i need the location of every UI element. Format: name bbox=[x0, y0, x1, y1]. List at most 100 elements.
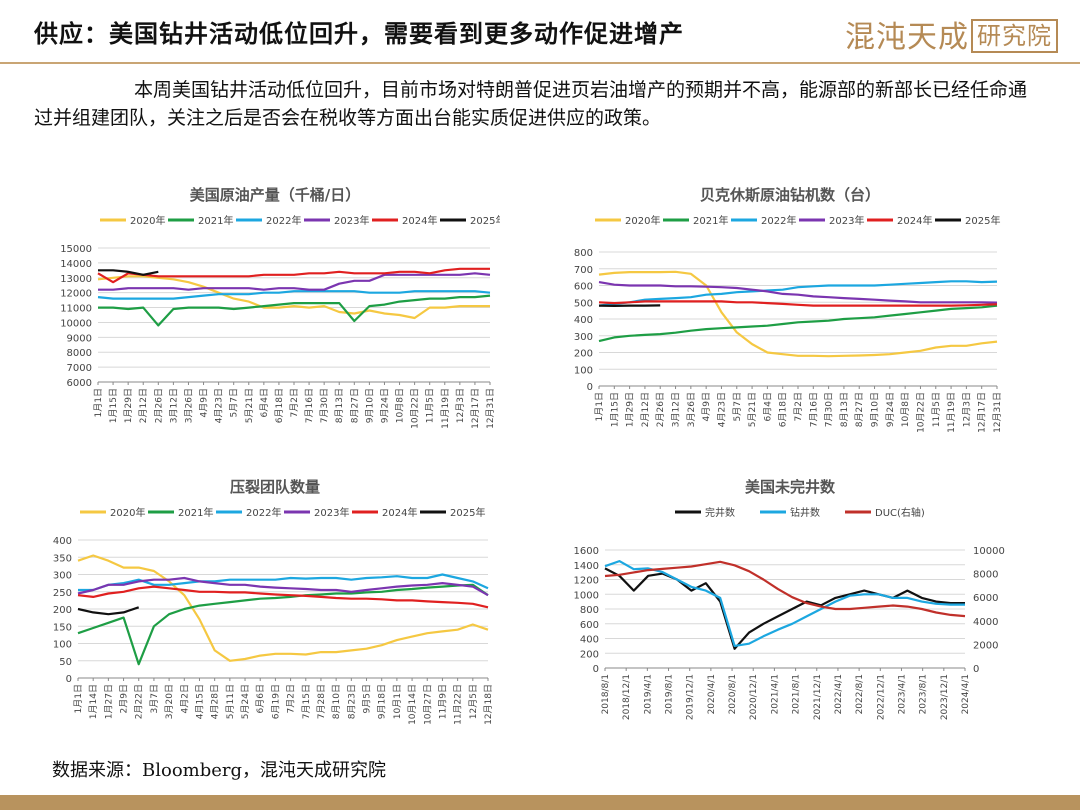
y-tick-label: 8000 bbox=[67, 348, 92, 359]
y-tick-label: 200 bbox=[53, 605, 72, 616]
y2-tick-label: 2000 bbox=[973, 640, 998, 651]
x-tick-label: 7月2日 bbox=[793, 392, 804, 421]
y-tick-label: 600 bbox=[574, 282, 593, 293]
x-tick-label: 1月29日 bbox=[625, 392, 636, 427]
y-tick-label: 400 bbox=[580, 635, 599, 646]
x-tick-label: 8月27日 bbox=[854, 392, 865, 427]
x-tick-label: 2020/4/1 bbox=[707, 674, 717, 714]
x-tick-label: 5月7日 bbox=[732, 392, 743, 421]
x-tick-label: 2020/8/1 bbox=[728, 674, 738, 714]
y-tick-label: 12000 bbox=[60, 289, 92, 300]
x-tick-label: 10月1日 bbox=[392, 684, 403, 719]
legend-label: 2022年 bbox=[266, 214, 301, 227]
y-tick-label: 13000 bbox=[60, 274, 92, 285]
legend-label: 2020年 bbox=[110, 506, 145, 519]
series-line bbox=[598, 281, 998, 304]
series-line bbox=[598, 270, 998, 358]
y-tick-label: 15000 bbox=[60, 244, 92, 255]
legend-label: 2020年 bbox=[625, 214, 660, 227]
chart-title: 压裂团队数量 bbox=[230, 478, 320, 496]
legend-label: 2021年 bbox=[178, 506, 213, 519]
series-line bbox=[97, 275, 490, 320]
x-tick-label: 2019/12/1 bbox=[686, 674, 696, 720]
y2-tick-label: 10000 bbox=[973, 546, 1005, 557]
x-tick-label: 3月26日 bbox=[183, 388, 194, 423]
legend-label: 2024年 bbox=[382, 506, 417, 519]
x-tick-label: 3月20日 bbox=[164, 684, 175, 719]
x-tick-label: 1月15日 bbox=[108, 388, 119, 423]
x-tick-label: 2022/4/1 bbox=[834, 674, 844, 714]
legend-label: 2025年 bbox=[470, 214, 500, 227]
x-tick-label: 8月13日 bbox=[334, 388, 345, 423]
series-line bbox=[97, 267, 490, 284]
x-tick-label: 2022/8/1 bbox=[855, 674, 865, 714]
series-line bbox=[598, 280, 998, 307]
x-tick-label: 2021/4/1 bbox=[770, 674, 780, 714]
x-tick-label: 8月13日 bbox=[839, 392, 850, 427]
x-tick-label: 7月30日 bbox=[824, 392, 835, 427]
y-tick-label: 300 bbox=[574, 332, 593, 343]
x-tick-label: 9月10日 bbox=[364, 388, 375, 423]
y-tick-label: 600 bbox=[580, 620, 599, 631]
x-tick-label: 1月1日 bbox=[73, 684, 84, 713]
x-tick-label: 7月28日 bbox=[316, 684, 327, 719]
y2-tick-label: 6000 bbox=[973, 593, 998, 604]
chart-title: 美国原油产量（千桶/日） bbox=[190, 186, 360, 204]
intro-text: 本周美国钻井活动低位回升，目前市场对特朗普促进页岩油增产的预期并不高，能源部的新… bbox=[34, 79, 1028, 129]
y-tick-label: 0 bbox=[593, 664, 599, 675]
x-tick-label: 8月27日 bbox=[349, 388, 360, 423]
x-tick-label: 3月12日 bbox=[168, 388, 179, 423]
legend-label: 2023年 bbox=[314, 506, 349, 519]
series-line bbox=[78, 573, 489, 592]
legend-label: 2023年 bbox=[334, 214, 369, 227]
y-tick-label: 300 bbox=[53, 571, 72, 582]
y-tick-label: 9000 bbox=[67, 333, 92, 344]
series-line bbox=[77, 606, 140, 616]
logo-box: 研究院 bbox=[971, 19, 1058, 53]
y-tick-label: 400 bbox=[53, 536, 72, 547]
x-tick-label: 9月24日 bbox=[379, 388, 390, 423]
x-tick-label: 2020/12/1 bbox=[749, 674, 759, 720]
y-tick-label: 1000 bbox=[574, 590, 599, 601]
x-tick-label: 5月7日 bbox=[229, 388, 240, 417]
x-tick-label: 3月7日 bbox=[149, 684, 160, 713]
chart-baker-hughes-rig-count: 贝克休斯原油钻机数（台） 2020年 2021年 2022年 2023年 2024年 202… bbox=[565, 180, 1015, 450]
x-tick-label: 3月26日 bbox=[686, 392, 697, 427]
x-tick-label: 1月1日 bbox=[594, 392, 605, 421]
y-tick-label: 700 bbox=[574, 265, 593, 276]
x-tick-label: 7月16日 bbox=[808, 392, 819, 427]
x-tick-label: 4月23日 bbox=[214, 388, 225, 423]
x-tick-label: 2023/4/1 bbox=[897, 674, 907, 714]
x-tick-label: 10月22日 bbox=[410, 388, 421, 429]
x-tick-label: 4月23日 bbox=[716, 392, 727, 427]
y-tick-label: 1400 bbox=[574, 561, 599, 572]
series-line bbox=[97, 290, 491, 300]
series-line bbox=[98, 269, 159, 276]
y-tick-label: 11000 bbox=[60, 304, 92, 315]
x-tick-label: 10月8日 bbox=[900, 392, 911, 427]
x-tick-label: 11月9日 bbox=[437, 684, 448, 719]
x-tick-label: 2022/12/1 bbox=[876, 674, 886, 720]
x-tick-label: 2月9日 bbox=[119, 684, 130, 713]
x-tick-label: 4月9日 bbox=[199, 388, 210, 417]
y-tick-label: 800 bbox=[574, 248, 593, 259]
legend-label: 2022年 bbox=[246, 506, 281, 519]
x-tick-label: 12月17日 bbox=[977, 392, 988, 433]
y-tick-label: 14000 bbox=[60, 259, 92, 270]
chart-title: 美国未完井数 bbox=[745, 478, 836, 496]
x-tick-label: 11月19日 bbox=[946, 392, 957, 433]
x-tick-label: 10月14日 bbox=[407, 684, 418, 725]
x-tick-label: 1月15日 bbox=[609, 392, 620, 427]
legend-label: 2023年 bbox=[829, 214, 864, 227]
x-tick-label: 7月15日 bbox=[301, 684, 312, 719]
y-tick-label: 1600 bbox=[574, 546, 599, 557]
logo: 混沌天成 研究院 bbox=[845, 12, 1058, 56]
x-tick-label: 2月12日 bbox=[138, 388, 149, 423]
x-tick-label: 6月18日 bbox=[778, 392, 789, 427]
x-tick-label: 10月8日 bbox=[395, 388, 406, 423]
x-tick-label: 11月5日 bbox=[425, 388, 436, 423]
x-tick-label: 2021/8/1 bbox=[792, 674, 802, 714]
x-tick-label: 11月22日 bbox=[453, 684, 464, 725]
chart-frac-spread-count: 压裂团队数量 2020年 2021年 2022年 2023年 2024年 2025年 0 50 1… bbox=[50, 472, 500, 742]
x-tick-label: 10月27日 bbox=[422, 684, 433, 725]
